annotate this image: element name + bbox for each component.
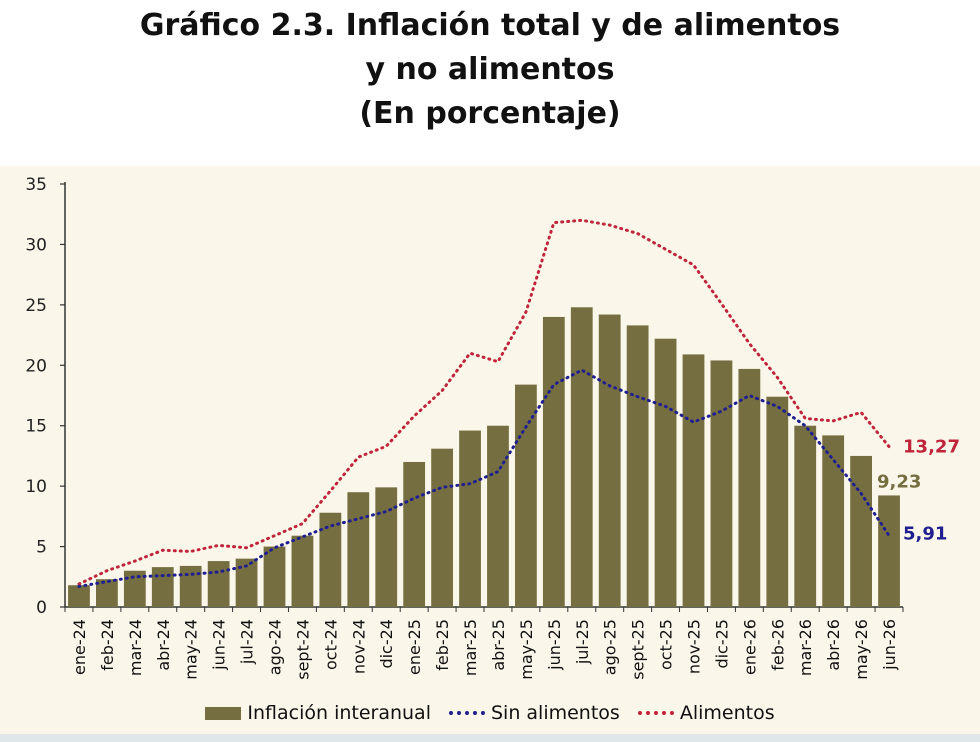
x-tick-label: sept-25 (629, 619, 648, 680)
x-tick-label: ene-25 (405, 619, 424, 675)
bar (766, 396, 789, 607)
legend-item-sin-alimentos: Sin alimentos (448, 702, 620, 724)
x-tick-label: mar-24 (126, 619, 145, 676)
title-line-2: y no alimentos (365, 52, 615, 87)
bar (878, 495, 900, 607)
y-tick-label: 5 (36, 538, 47, 558)
bar (151, 567, 174, 607)
bar (235, 558, 258, 607)
bar (179, 565, 202, 607)
x-tick-label: abr-24 (154, 619, 173, 671)
legend-item-inflacion: Inflación interanual (205, 702, 431, 724)
bar (822, 435, 845, 607)
bar (291, 535, 314, 607)
bar (403, 461, 426, 607)
bar (123, 570, 146, 607)
bottom-strip (0, 734, 980, 742)
bar (710, 360, 733, 607)
x-tick-label: ene-26 (740, 619, 759, 675)
x-tick-label: feb-26 (768, 619, 787, 671)
title-line-1: Gráfico 2.3. Inflación total y de alimen… (139, 8, 841, 43)
legend-swatch-sin-alimentos (448, 711, 485, 715)
x-tick-label: jun-26 (880, 619, 899, 671)
bar (570, 307, 593, 607)
bar (542, 316, 565, 607)
bar (515, 384, 537, 607)
legend-swatch-bar (205, 706, 242, 720)
x-tick-label: feb-24 (98, 619, 117, 671)
x-tick-label: oct-24 (321, 619, 340, 670)
x-tick-label: feb-25 (433, 619, 452, 671)
x-tick-label: sept-24 (293, 619, 312, 680)
x-tick-label: abr-25 (489, 619, 508, 671)
bar (682, 354, 705, 607)
end-label-inflacion: 9,23 (877, 471, 921, 492)
y-tick-label: 35 (25, 175, 47, 195)
legend-label-alimentos: Alimentos (679, 702, 775, 724)
x-tick-label: ago-24 (266, 619, 285, 675)
x-tick-label: mar-25 (461, 619, 480, 676)
y-tick-label: 20 (25, 356, 47, 376)
bar (487, 425, 509, 607)
x-tick-label: jun-25 (545, 619, 564, 671)
x-tick-label: dic-24 (377, 619, 396, 669)
bar (794, 425, 817, 607)
x-tick-label: jul-25 (573, 619, 592, 665)
y-tick-label: 30 (25, 235, 47, 255)
x-tick-label: nov-24 (349, 619, 368, 674)
bar (347, 492, 370, 607)
legend: Inflación interanual Sin alimentos Alime… (0, 700, 980, 726)
series-line-alimentos (77, 218, 891, 586)
x-tick-label: mar-26 (796, 619, 815, 676)
end-label-sin-alimentos: 5,91 (903, 524, 947, 545)
legend-label-sin-alimentos: Sin alimentos (490, 702, 620, 724)
x-tick-label: may-26 (852, 619, 871, 680)
x-tick-label: nov-25 (685, 619, 704, 674)
x-tick-label: dic-25 (712, 619, 731, 669)
y-tick-label: 10 (25, 477, 47, 497)
x-tick-label: ago-25 (601, 619, 620, 675)
x-tick-label: oct-25 (657, 619, 676, 670)
x-tick-label: jul-24 (238, 619, 257, 665)
bar (263, 546, 286, 607)
bar (375, 487, 398, 607)
bar (654, 338, 677, 607)
bar (850, 455, 872, 607)
x-tick-label: ene-24 (70, 619, 89, 675)
x-tick-label: may-25 (517, 619, 536, 680)
y-tick-label: 15 (25, 417, 47, 437)
x-tick-label: jun-24 (210, 619, 229, 671)
legend-label-inflacion: Inflación interanual (247, 702, 431, 724)
bar (626, 325, 649, 607)
y-tick-label: 25 (25, 296, 47, 316)
bar (738, 368, 761, 607)
bar (68, 585, 90, 607)
x-tick-label: abr-26 (824, 619, 843, 671)
bar (319, 512, 342, 607)
y-tick-label: 0 (36, 598, 47, 618)
bar (431, 448, 453, 607)
series-line-sin-alimentos (77, 368, 891, 588)
bar (459, 430, 481, 607)
bar (598, 314, 621, 607)
bar (207, 561, 230, 607)
title-line-3: (En porcentaje) (359, 96, 621, 131)
x-tick-label: may-24 (182, 619, 201, 680)
bar (96, 579, 118, 607)
chart-title: Gráfico 2.3. Inflación total y de alimen… (0, 4, 980, 136)
legend-item-alimentos: Alimentos (637, 702, 775, 724)
legend-swatch-alimentos (637, 711, 674, 715)
end-label-alimentos: 13,27 (903, 437, 960, 458)
